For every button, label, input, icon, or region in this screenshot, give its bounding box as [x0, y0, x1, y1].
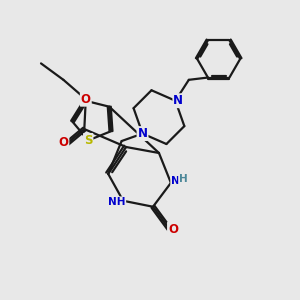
Text: H: H	[179, 174, 188, 184]
Text: O: O	[58, 136, 68, 149]
Text: NH: NH	[171, 176, 189, 186]
Text: O: O	[168, 223, 178, 236]
Text: O: O	[81, 93, 91, 106]
Text: N: N	[137, 127, 148, 140]
Text: S: S	[84, 134, 92, 147]
Text: N: N	[173, 94, 183, 107]
Text: NH: NH	[108, 197, 125, 207]
